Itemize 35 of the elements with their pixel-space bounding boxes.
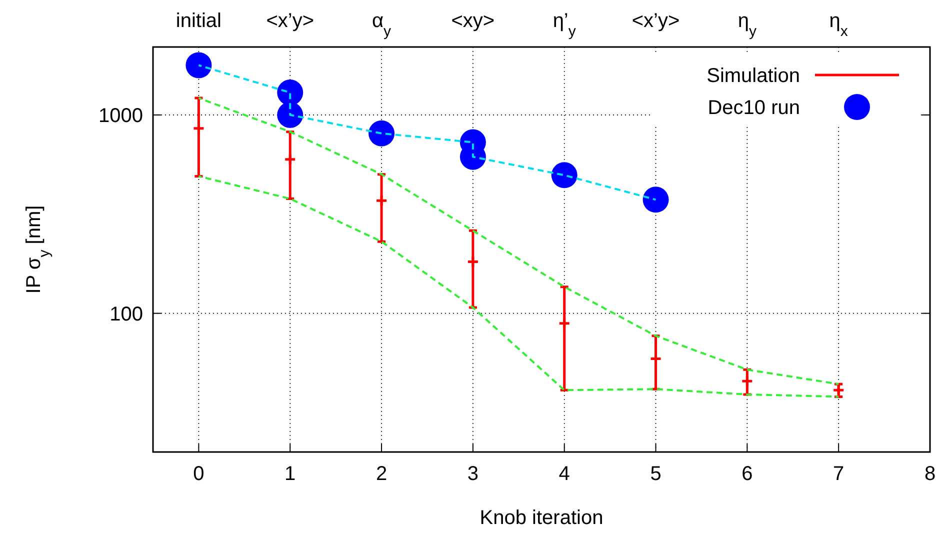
- line-series: [198, 175, 840, 398]
- y-tick-label: 100: [110, 303, 143, 326]
- text: η$_{y}$: [738, 10, 757, 40]
- legend-label: Simulation: [706, 65, 800, 87]
- point: [284, 153, 296, 166]
- text: η’$_{y}$: [552, 10, 576, 40]
- x-tick-label: 4: [558, 463, 570, 485]
- x-tick-label: 8: [924, 463, 936, 485]
- point: [368, 120, 395, 146]
- x-tick-label: 7: [833, 463, 844, 485]
- x-tick-label: 2: [376, 463, 388, 485]
- text: <xy>: [451, 10, 495, 32]
- line-series: [198, 97, 840, 386]
- point: [277, 102, 304, 128]
- legend-label: Dec10 run: [708, 97, 800, 119]
- point: [551, 162, 578, 188]
- x-tick-label: 3: [467, 463, 479, 485]
- point: [192, 122, 205, 135]
- text: <x’y>: [632, 10, 680, 32]
- x-tick-label: 6: [742, 463, 753, 485]
- x-axis-title: Knob iteration: [480, 507, 604, 529]
- point: [186, 52, 212, 78]
- point: [558, 317, 571, 330]
- x-tick-label: 1: [284, 463, 296, 485]
- x-tick-label: 5: [650, 463, 662, 485]
- x-tick-label: 0: [193, 463, 204, 485]
- point: [375, 194, 388, 207]
- point: [642, 186, 669, 213]
- y-tick-label: 1000: [98, 104, 143, 127]
- text: <x’y>: [266, 10, 314, 32]
- point: [740, 374, 754, 388]
- text: α$_{y}$: [372, 10, 392, 40]
- text: initial: [176, 10, 222, 32]
- point: [466, 255, 480, 268]
- text: η$_{x}$: [829, 10, 848, 40]
